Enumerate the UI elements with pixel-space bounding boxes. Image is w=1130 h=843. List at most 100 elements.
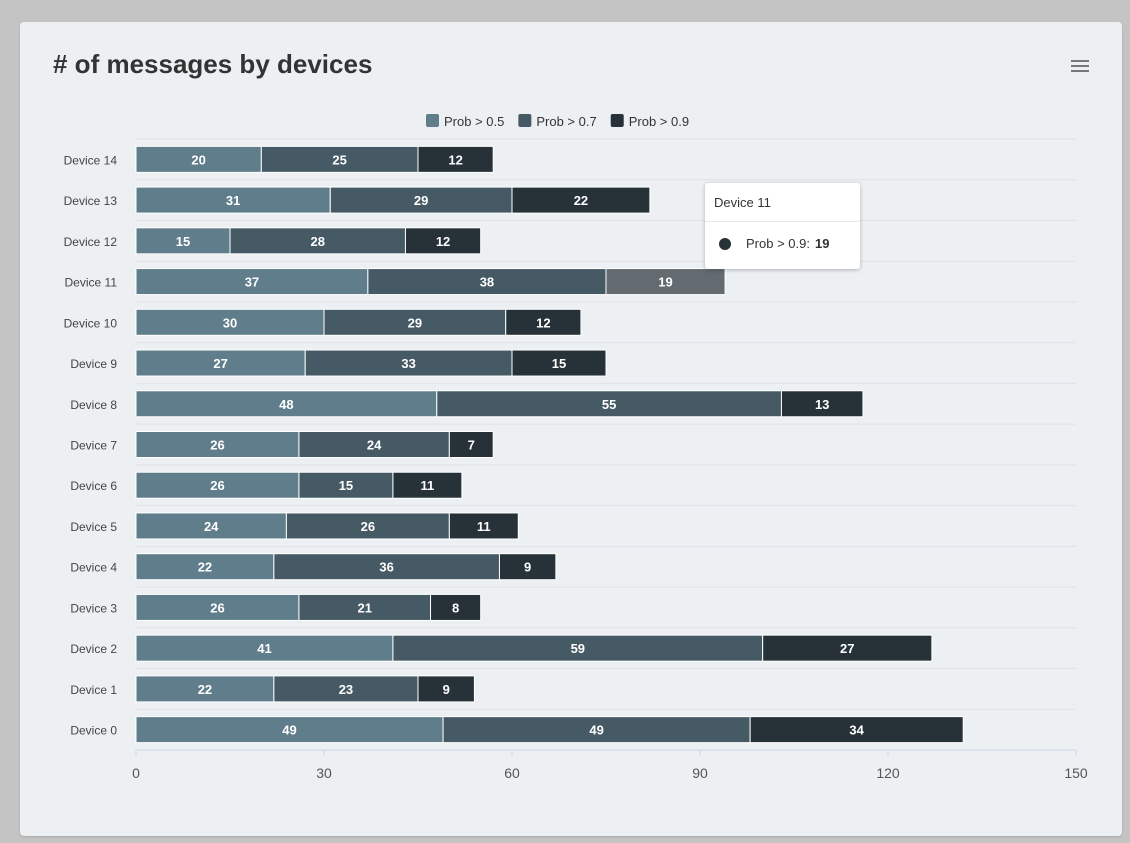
bar-segment <box>749 716 964 744</box>
tooltip-row: Prob > 0.9: 19 <box>705 222 860 251</box>
y-category-label: Device 6 <box>70 479 117 493</box>
data-label: 36 <box>379 560 393 575</box>
data-label: 59 <box>571 641 585 656</box>
data-label: 29 <box>414 193 428 208</box>
y-category-label: Device 5 <box>70 520 117 534</box>
bar-segment <box>605 268 726 296</box>
data-label: 8 <box>452 600 459 615</box>
legend-swatch <box>426 114 439 127</box>
data-label: 26 <box>361 519 375 534</box>
bar-segment <box>367 268 607 296</box>
hamburger-menu-icon[interactable] <box>1071 60 1089 74</box>
bar-segment <box>135 227 231 255</box>
data-label: 15 <box>339 478 353 493</box>
bar-segment <box>135 390 438 418</box>
x-tick-label: 120 <box>876 765 900 781</box>
data-label: 30 <box>223 315 237 330</box>
data-label: 7 <box>468 438 475 453</box>
data-label: 20 <box>191 152 205 167</box>
bar-segment <box>304 349 513 377</box>
bar-segment <box>135 268 369 296</box>
y-category-label: Device 2 <box>70 642 117 656</box>
legend-label[interactable]: Prob > 0.9 <box>629 114 689 129</box>
bar-segment <box>448 431 494 458</box>
data-label: 31 <box>226 193 240 208</box>
bar-segment <box>417 675 475 703</box>
tooltip-series-marker <box>719 237 731 250</box>
data-label: 37 <box>245 275 259 290</box>
data-label: 28 <box>310 234 324 249</box>
bar-segment <box>135 512 287 540</box>
legend-label[interactable]: Prob > 0.7 <box>536 114 596 129</box>
y-category-label: Device 14 <box>64 153 118 167</box>
bar-segment <box>298 471 394 499</box>
data-label: 22 <box>198 682 212 697</box>
bar-segment <box>392 471 463 499</box>
data-label: 24 <box>204 519 219 534</box>
y-category-label: Device 10 <box>64 316 118 330</box>
bar-segment <box>505 308 582 336</box>
bar-segment <box>273 675 419 703</box>
data-label: 26 <box>210 438 224 453</box>
data-label: 15 <box>552 356 566 371</box>
bar-segment <box>135 431 300 458</box>
data-label: 12 <box>536 315 550 330</box>
bar-segment <box>135 553 275 581</box>
bar-segment <box>135 349 306 377</box>
bar-segment <box>448 512 519 540</box>
y-category-label: Device 4 <box>70 561 117 575</box>
legend-swatch <box>518 114 532 127</box>
data-label: 26 <box>210 600 224 615</box>
data-label: 12 <box>436 234 450 249</box>
data-label: 27 <box>213 356 227 371</box>
bar-segment <box>404 227 482 255</box>
bar-segment <box>417 145 494 173</box>
tooltip-value: 19 <box>814 236 830 251</box>
legend-label[interactable]: Prob > 0.5 <box>444 114 504 129</box>
y-category-label: Device 0 <box>70 724 117 738</box>
y-category-label: Device 13 <box>64 194 118 208</box>
bar-segment <box>430 593 482 621</box>
data-label: 55 <box>602 397 616 412</box>
data-label: 34 <box>849 723 864 738</box>
y-category-label: Device 12 <box>64 235 118 249</box>
y-category-label: Device 9 <box>70 357 117 371</box>
bar-segment <box>285 512 450 540</box>
bar-segment <box>436 390 782 418</box>
data-label: 38 <box>480 275 494 290</box>
data-label: 13 <box>815 397 829 412</box>
data-label: 49 <box>282 723 296 738</box>
x-tick-label: 0 <box>132 765 140 781</box>
bar-segment <box>135 634 394 662</box>
x-tick-label: 150 <box>1064 765 1088 781</box>
data-label: 48 <box>279 397 293 412</box>
data-label: 11 <box>421 478 435 493</box>
bar-segment <box>780 390 864 418</box>
data-label: 22 <box>574 193 588 208</box>
bar-segment <box>498 553 557 581</box>
chart-tooltip: Device 11 Prob > 0.9: 19 <box>705 183 860 269</box>
y-category-label: Device 8 <box>70 398 117 412</box>
bar-segment <box>298 593 432 621</box>
bar-segment <box>135 716 444 744</box>
bar-segment <box>511 186 651 214</box>
data-label: 9 <box>524 560 531 575</box>
data-label: 9 <box>443 682 450 697</box>
x-tick-label: 90 <box>692 765 708 781</box>
data-label: 23 <box>339 682 353 697</box>
data-label: 11 <box>477 519 491 534</box>
y-category-label: Device 7 <box>70 439 117 453</box>
bar-segment <box>323 308 507 336</box>
y-category-label: Device 1 <box>70 683 117 697</box>
bar-segment <box>135 308 325 336</box>
legend-swatch <box>610 114 624 127</box>
data-label: 25 <box>332 152 346 167</box>
data-label: 15 <box>176 234 190 249</box>
data-label: 33 <box>401 356 415 371</box>
data-label: 22 <box>198 560 212 575</box>
y-category-label: Device 3 <box>70 601 117 615</box>
bar-segment <box>329 186 513 214</box>
data-label: 12 <box>448 152 462 167</box>
data-label: 41 <box>257 641 271 656</box>
